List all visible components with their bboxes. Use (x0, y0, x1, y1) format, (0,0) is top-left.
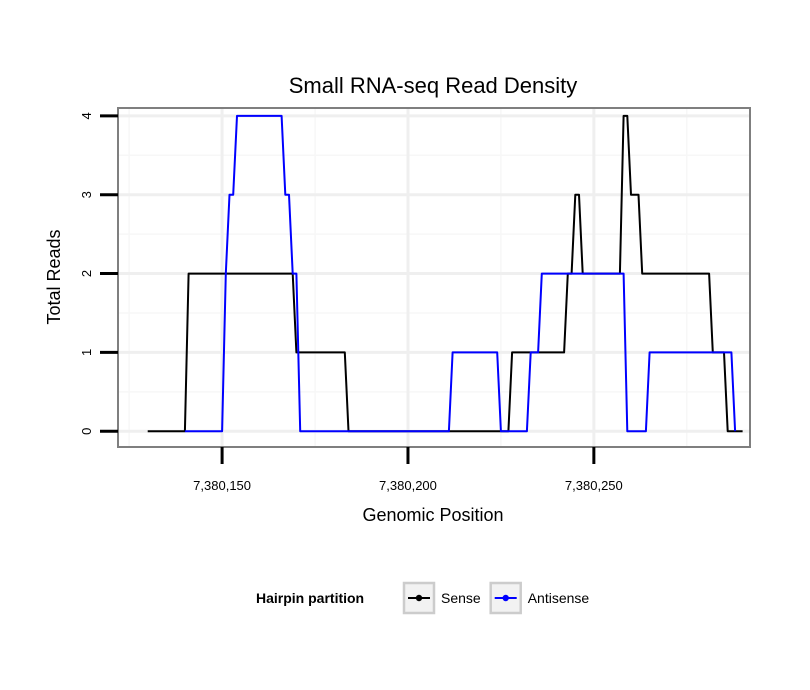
y-tick-label: 3 (79, 191, 94, 198)
series-layer (147, 114, 743, 433)
x-axis-title: Genomic Position (362, 505, 503, 525)
x-axis: 7,380,150 7,380,200 7,380,250 (193, 447, 623, 493)
legend-title: Hairpin partition (256, 590, 364, 606)
series-line-sense (147, 114, 743, 433)
x-tick-label: 7,380,150 (193, 478, 251, 493)
y-tick-label: 2 (79, 270, 94, 277)
x-tick-label: 7,380,200 (379, 478, 437, 493)
chart-title: Small RNA-seq Read Density (289, 73, 578, 98)
legend-items: Sense Antisense (402, 581, 590, 615)
plot-background (118, 108, 750, 447)
series-line-antisense (184, 114, 737, 433)
plot-border (117, 107, 751, 448)
x-tick-label: 7,380,250 (565, 478, 623, 493)
legend: Hairpin partition Sense Antisense (256, 581, 590, 615)
legend-label: Sense (441, 590, 481, 606)
legend-item-antisense: Antisense (489, 581, 590, 615)
plot-panel (117, 107, 751, 448)
legend-key-point (415, 594, 423, 602)
y-tick-label: 4 (79, 112, 94, 119)
y-axis: 0 1 2 3 4 (79, 112, 118, 435)
legend-item-sense: Sense (402, 581, 481, 615)
y-tick-label: 0 (79, 428, 94, 435)
legend-key-point (502, 594, 509, 602)
y-axis-title: Total Reads (44, 229, 64, 324)
y-tick-label: 1 (79, 349, 94, 356)
legend-label: Antisense (528, 590, 590, 606)
